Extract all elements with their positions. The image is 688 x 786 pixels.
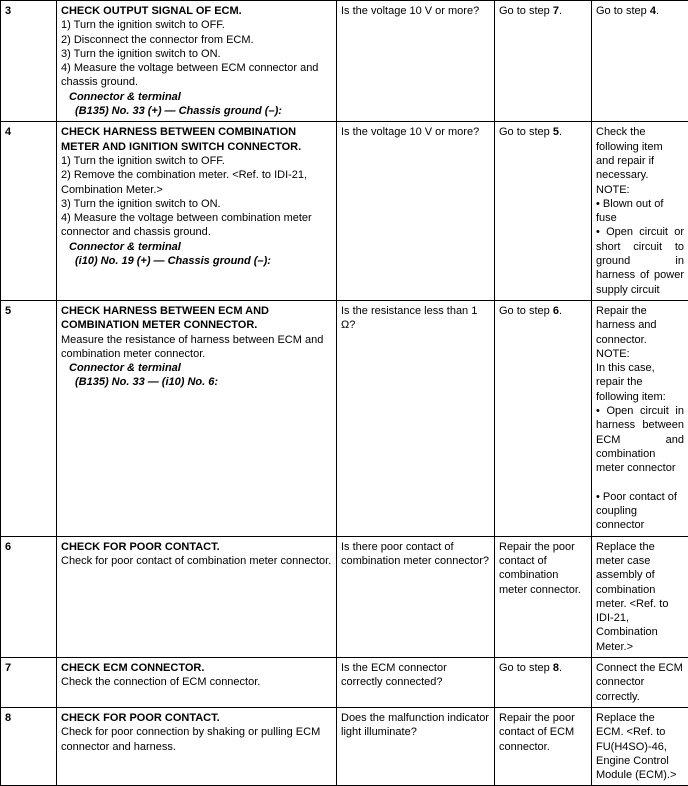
table-row: 5CHECK HARNESS BETWEEN ECM AND COMBINATI… <box>1 300 688 536</box>
check-question: Is the voltage 10 V or more? <box>337 122 495 301</box>
step-number: 3 <box>1 1 57 122</box>
check-question: Is the resistance less than 1 Ω? <box>337 300 495 536</box>
table-row: 6CHECK FOR POOR CONTACT.Check for poor c… <box>1 536 688 657</box>
no-action: Replace the ECM. <Ref. to FU(H4SO)-46, E… <box>592 707 688 785</box>
step-number: 6 <box>1 536 57 657</box>
table-row: 4CHECK HARNESS BETWEEN COMBINATION METER… <box>1 122 688 301</box>
step-description: CHECK HARNESS BETWEEN ECM AND COMBINATIO… <box>57 300 337 536</box>
no-action: Check the following item and repair if n… <box>592 122 688 301</box>
table-row: 8CHECK FOR POOR CONTACT.Check for poor c… <box>1 707 688 785</box>
step-description: CHECK FOR POOR CONTACT.Check for poor co… <box>57 707 337 785</box>
table-row: 3CHECK OUTPUT SIGNAL OF ECM.1) Turn the … <box>1 1 688 122</box>
yes-action: Go to step 5. <box>495 122 592 301</box>
yes-action: Repair the poor contact of ECM connector… <box>495 707 592 785</box>
yes-action: Go to step 6. <box>495 300 592 536</box>
step-number: 8 <box>1 707 57 785</box>
diagnostic-table: 3CHECK OUTPUT SIGNAL OF ECM.1) Turn the … <box>0 0 688 786</box>
check-question: Does the malfunction indicator light ill… <box>337 707 495 785</box>
step-number: 4 <box>1 122 57 301</box>
step-description: CHECK OUTPUT SIGNAL OF ECM.1) Turn the i… <box>57 1 337 122</box>
step-description: CHECK FOR POOR CONTACT.Check for poor co… <box>57 536 337 657</box>
yes-action: Repair the poor contact of combination m… <box>495 536 592 657</box>
step-description: CHECK HARNESS BETWEEN COMBINATION METER … <box>57 122 337 301</box>
yes-action: Go to step 7. <box>495 1 592 122</box>
no-action: Go to step 4. <box>592 1 688 122</box>
step-description: CHECK ECM CONNECTOR.Check the connection… <box>57 658 337 708</box>
table-row: 7CHECK ECM CONNECTOR.Check the connectio… <box>1 658 688 708</box>
yes-action: Go to step 8. <box>495 658 592 708</box>
check-question: Is there poor contact of combination met… <box>337 536 495 657</box>
no-action: Repair the harness and connector.NOTE:In… <box>592 300 688 536</box>
check-question: Is the ECM connector correctly connected… <box>337 658 495 708</box>
check-question: Is the voltage 10 V or more? <box>337 1 495 122</box>
no-action: Connect the ECM connector correctly. <box>592 658 688 708</box>
no-action: Replace the meter case assembly of combi… <box>592 536 688 657</box>
step-number: 7 <box>1 658 57 708</box>
step-number: 5 <box>1 300 57 536</box>
